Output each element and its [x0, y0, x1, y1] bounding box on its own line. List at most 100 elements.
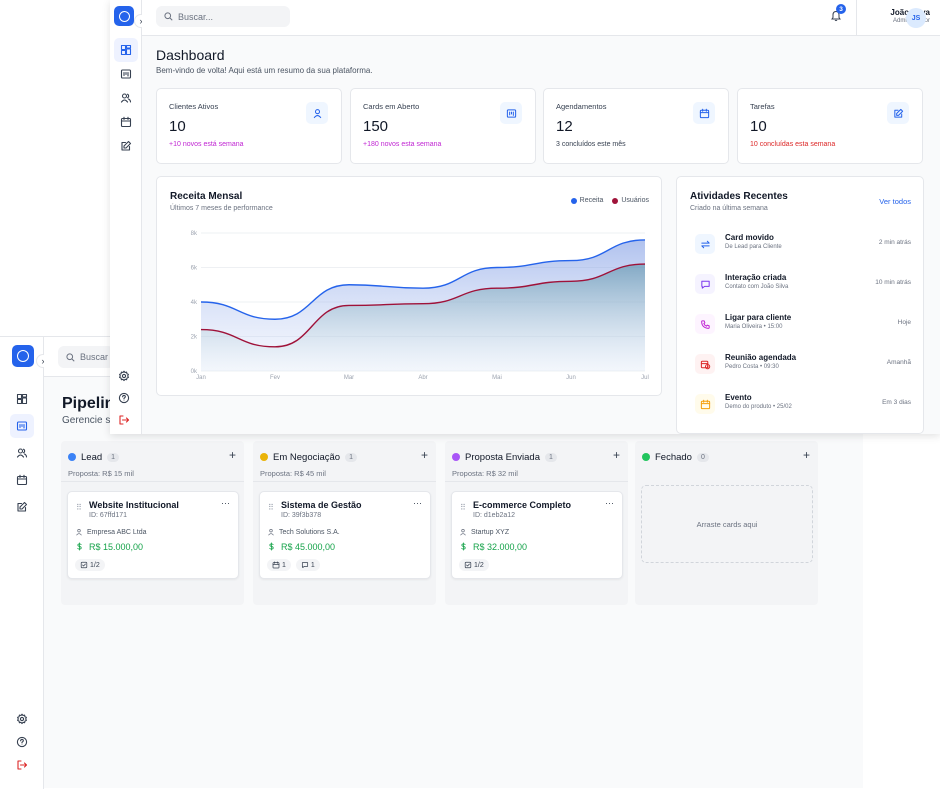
- activity-item[interactable]: Card movido De Lead para Cliente 2 min atr…: [691, 231, 911, 261]
- activity-item[interactable]: Ligar para cliente Maria Oliveira • 15:00…: [691, 311, 911, 341]
- see-all-link[interactable]: Ver todos: [879, 197, 911, 206]
- page-title: Pipelin: [62, 395, 115, 412]
- user-icon: [267, 528, 275, 536]
- card-value: R$ 45.000,00: [267, 542, 335, 552]
- page-title: Dashboard: [156, 47, 225, 63]
- search-input[interactable]: Buscar: [58, 346, 114, 368]
- activity-detail: Contato com João Silva: [725, 284, 789, 290]
- column-title: Proposta Enviada: [465, 451, 540, 463]
- help-button[interactable]: [112, 386, 136, 410]
- activity-detail: De Lead para Cliente: [725, 244, 782, 250]
- activity-item[interactable]: Evento Demo do produto • 25/02 Em 3 dias: [691, 391, 911, 421]
- company-name: Startup XYZ: [471, 528, 510, 536]
- add-card-button[interactable]: +: [420, 448, 428, 462]
- activity-icon-box: [695, 314, 715, 334]
- card-tag: 1/2: [459, 559, 489, 571]
- sidebar-item-edit[interactable]: [114, 134, 138, 158]
- revenue-chart-panel: Receita Mensal Últimos 7 meses de perfor…: [156, 176, 662, 396]
- sidebar-item-dashboard[interactable]: [114, 38, 138, 62]
- message-icon: [700, 279, 711, 290]
- calendar-icon: [700, 399, 711, 410]
- logout-icon: [16, 759, 28, 771]
- logout-button[interactable]: [10, 753, 34, 777]
- activity-time: 10 min atrás: [875, 279, 911, 286]
- deal-card[interactable]: ⠿ Website Institucional ID: 67ffd171 ··· Emp…: [67, 491, 239, 579]
- users-icon: [16, 447, 28, 459]
- help-button[interactable]: [10, 730, 34, 754]
- settings-button[interactable]: [10, 707, 34, 731]
- card-tag: 1: [295, 559, 320, 571]
- stat-value: 10: [750, 118, 767, 135]
- revenue-area-chart: 0k 2k 4k 6k 8k Jan Fev Mar Abr Mai Jun Jul: [191, 231, 649, 381]
- card-tag: 1/2: [75, 559, 105, 571]
- add-card-button[interactable]: +: [802, 448, 810, 462]
- recent-activities-panel: Atividades Recentes Criado na última sem…: [676, 176, 924, 434]
- deal-value: R$ 45.000,00: [281, 542, 336, 552]
- chart-title: Receita Mensal: [170, 191, 243, 202]
- column-proposal-total: Proposta: R$ 32 mil: [452, 469, 518, 478]
- settings-button[interactable]: [112, 364, 136, 388]
- x-tick-label: Jan: [196, 375, 206, 381]
- activity-item[interactable]: Interação criada Contato com João Silva 10…: [691, 271, 911, 301]
- sidebar-item-calendar[interactable]: [114, 110, 138, 134]
- drop-zone[interactable]: Arraste cards aqui: [641, 485, 813, 563]
- legend-item-usuarios: Usuários: [612, 197, 649, 204]
- comment-icon: [301, 561, 309, 569]
- activities-title: Atividades Recentes: [690, 191, 788, 202]
- sidebar-item-calendar[interactable]: [10, 468, 34, 492]
- avatar[interactable]: JS: [906, 8, 926, 28]
- sidebar-item-users[interactable]: [10, 441, 34, 465]
- card-id: ID: 67ffd171: [89, 512, 128, 519]
- column-header: Em Negociação 1 +: [260, 448, 428, 465]
- card-value: R$ 15.000,00: [75, 542, 143, 552]
- card-tags: 1/2: [459, 559, 489, 571]
- sidebar-item-users[interactable]: [114, 86, 138, 110]
- sidebar: ›: [110, 0, 148, 434]
- status-dot: [452, 453, 460, 461]
- edit-icon: [893, 108, 904, 119]
- logo[interactable]: [12, 345, 34, 367]
- more-options-button[interactable]: ···: [221, 498, 230, 508]
- dashboard-icon: [120, 44, 132, 56]
- pipeline-column: Lead 1 + Proposta: R$ 15 mil ⠿ Website Instit…: [61, 441, 244, 605]
- add-card-button[interactable]: +: [612, 448, 620, 462]
- users-icon: [120, 92, 132, 104]
- deal-card[interactable]: ⠿ E-commerce Completo ID: d1eb2a12 ··· Start…: [451, 491, 623, 579]
- search-input[interactable]: Buscar...: [156, 6, 290, 27]
- column-proposal-total: Proposta: R$ 45 mil: [260, 469, 326, 478]
- logout-button[interactable]: [112, 408, 136, 432]
- dollar-icon: [459, 542, 468, 552]
- logo[interactable]: [114, 6, 134, 26]
- tag-count: 1/2: [474, 561, 484, 569]
- more-options-button[interactable]: ···: [605, 498, 614, 508]
- sidebar-item-dashboard[interactable]: [10, 387, 34, 411]
- dollar-icon: [75, 542, 84, 552]
- sidebar-item-edit[interactable]: [10, 495, 34, 519]
- sidebar: ›: [0, 337, 50, 789]
- stat-trend: +180 novos esta semana: [363, 141, 442, 148]
- calendar-icon: [699, 108, 710, 119]
- card-value: R$ 32.000,00: [459, 542, 527, 552]
- drag-handle-icon[interactable]: ⠿: [268, 503, 274, 512]
- more-options-button[interactable]: ···: [413, 498, 422, 508]
- drag-handle-icon[interactable]: ⠿: [460, 503, 466, 512]
- company-name: Tech Solutions S.A.: [279, 528, 340, 536]
- chart-legend: Receita Usuários: [570, 197, 649, 204]
- activity-title: Evento: [725, 393, 752, 402]
- tag-count: 1/2: [90, 561, 100, 569]
- activity-item[interactable]: Reunião agendada Pedro Costa • 09:30 Amanh…: [691, 351, 911, 381]
- notifications-button[interactable]: 3: [830, 4, 846, 22]
- stat-icon-box: [500, 102, 522, 124]
- tag-count: 1: [282, 561, 286, 569]
- company-name: Empresa ABC Ltda: [87, 528, 147, 536]
- add-card-button[interactable]: +: [228, 448, 236, 462]
- sidebar-item-board[interactable]: [114, 62, 138, 86]
- activity-title: Interação criada: [725, 273, 787, 282]
- stat-card: Tarefas 10 10 concluídas esta semana: [737, 88, 923, 164]
- status-dot: [68, 453, 76, 461]
- drag-handle-icon[interactable]: ⠿: [76, 503, 82, 512]
- deal-card[interactable]: ⠿ Sistema de Gestão ID: 39f3b378 ··· Tech So…: [259, 491, 431, 579]
- sidebar-item-board[interactable]: [10, 414, 34, 438]
- card-tag: 1: [267, 559, 291, 571]
